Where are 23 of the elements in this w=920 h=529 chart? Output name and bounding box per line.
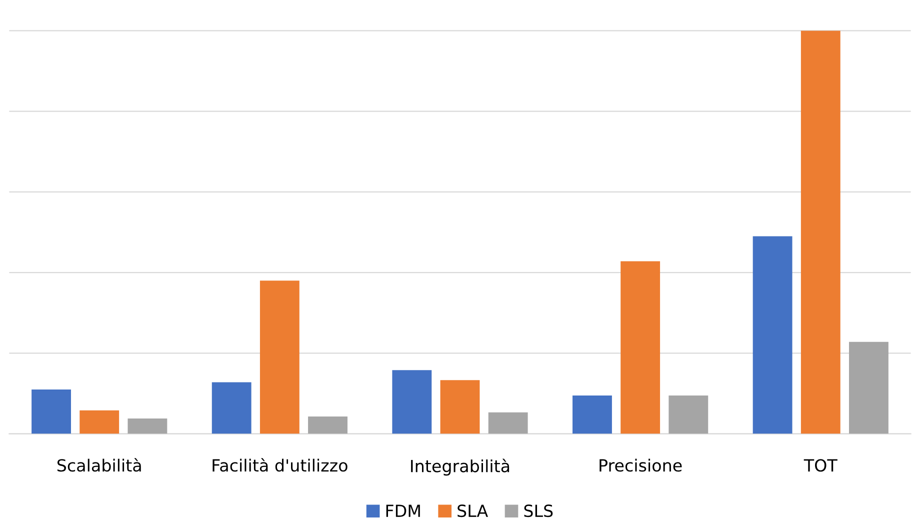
bar: [488, 412, 528, 434]
bar: [212, 382, 252, 434]
bar: [849, 342, 888, 434]
x-tick-label: Precisione: [600, 458, 682, 472]
bar: [800, 30, 840, 434]
x-tick-label: TOT: [804, 459, 838, 472]
bar: [752, 236, 792, 434]
legend-label: SLS: [524, 504, 553, 518]
x-tick-label: Facilità d'utilizzo: [212, 458, 348, 472]
bar: [668, 395, 708, 434]
legend-label: SLA: [458, 504, 488, 518]
bar: [392, 370, 432, 434]
bar: [440, 380, 480, 434]
bar: [260, 280, 300, 434]
bar: [620, 261, 660, 434]
x-tick-label: Integrabilità: [411, 458, 510, 476]
bar: [80, 410, 120, 434]
legend-label: FDM: [386, 504, 420, 517]
bar: [308, 416, 348, 434]
bar: [32, 389, 71, 434]
x-tick-label: Scalabilità: [57, 458, 141, 472]
bar: [128, 418, 168, 434]
bar: [572, 395, 612, 434]
